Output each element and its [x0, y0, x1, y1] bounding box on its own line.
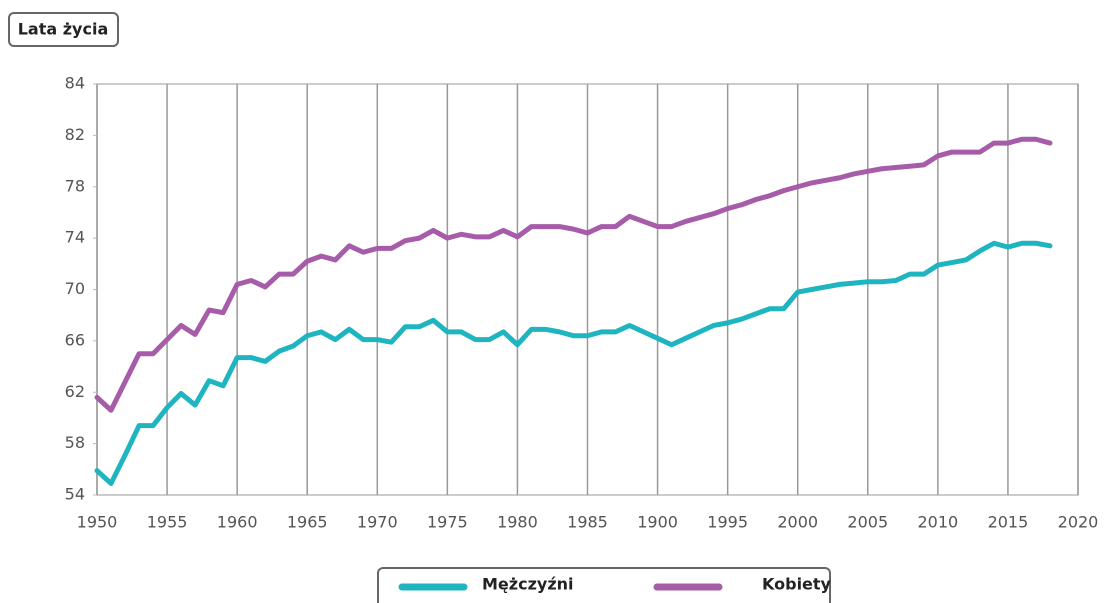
- series-line: [94, 240, 1053, 486]
- y-axis-label: Lata życia: [18, 20, 109, 39]
- x-tick-label: 1995: [707, 513, 748, 532]
- x-tick-label: 2000: [777, 513, 818, 532]
- x-tick-label: 2010: [917, 513, 958, 532]
- x-tick-label: 1965: [287, 513, 328, 532]
- y-tick-label: 70: [65, 279, 85, 298]
- x-tick-label: 1960: [217, 513, 258, 532]
- legend-box: [377, 567, 831, 603]
- y-tick-label: 78: [65, 176, 85, 195]
- x-tick-label: 2015: [988, 513, 1029, 532]
- y-label-box: [8, 12, 119, 47]
- x-tick-label: 1970: [357, 513, 398, 532]
- x-tick-label: 1980: [497, 513, 538, 532]
- y-tick-label: 54: [65, 485, 85, 504]
- y-tick-label: 58: [65, 433, 85, 452]
- legend-label: Kobiety: [762, 575, 832, 594]
- y-tick-label: 74: [65, 228, 85, 247]
- x-tick-label: 2020: [1058, 513, 1099, 532]
- y-tick-label: 84: [65, 74, 85, 93]
- y-tick-label: 82: [65, 125, 85, 144]
- legend-label: Mężczyźni: [482, 575, 574, 594]
- x-tick-label: 1900: [637, 513, 678, 532]
- x-tick-label: 1955: [147, 513, 188, 532]
- x-tick-label: 1950: [77, 513, 118, 532]
- series-line: [94, 136, 1053, 413]
- x-tick-label: 1985: [567, 513, 608, 532]
- x-tick-label: 1975: [427, 513, 468, 532]
- y-tick-label: 66: [65, 330, 85, 349]
- x-tick-label: 2005: [847, 513, 888, 532]
- y-tick-label: 62: [65, 382, 85, 401]
